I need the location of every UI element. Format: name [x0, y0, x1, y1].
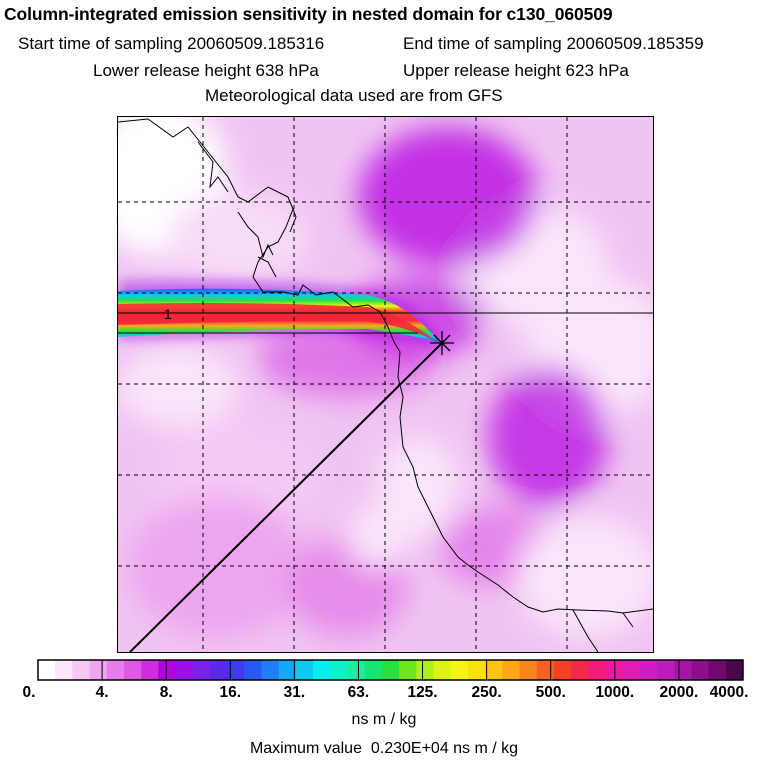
sensitivity-map: 1 [117, 116, 654, 653]
colorbar-swatch [691, 660, 710, 680]
plot-title: Column-integrated emission sensitivity i… [4, 4, 613, 24]
start-time-label: Start time of sampling 20060509.185316 [18, 34, 325, 53]
colorbar-tick-label: 250. [471, 684, 502, 701]
colorbar [37, 659, 744, 681]
colorbar-swatch [536, 660, 555, 680]
colorbar-swatch [38, 660, 56, 680]
colorbar-swatch [725, 660, 744, 680]
colorbar-swatch [399, 660, 417, 680]
reference-lines [118, 312, 653, 334]
colorbar-border [37, 659, 744, 681]
colorbar-swatch [588, 660, 606, 680]
colorbar-swatch [175, 660, 194, 680]
colorbar-swatch [674, 660, 692, 680]
colorbar-swatch [657, 660, 675, 680]
colorbar-swatch [502, 660, 520, 680]
colorbar-swatch [330, 660, 349, 680]
colorbar-swatch [450, 660, 469, 680]
colorbar-swatch [261, 660, 280, 680]
lower-release-label: Lower release height 638 hPa [93, 61, 319, 80]
colorbar-swatch [433, 660, 452, 680]
colorbar-swatch [381, 660, 400, 680]
met-data-label: Meteorological data used are from GFS [205, 86, 503, 105]
colorbar-tick-label: 500. [535, 684, 566, 701]
end-time-label: End time of sampling 20060509.185359 [403, 34, 704, 53]
map-canvas: 1 [118, 117, 653, 652]
colorbar-swatch [72, 660, 91, 680]
release-point-star-icon [430, 331, 454, 355]
colorbar-tick-label: 4000. [709, 684, 749, 701]
max-value-label: Maximum value 0.230E+04 ns m / kg [249, 740, 519, 757]
coastline [118, 118, 653, 652]
colorbar-swatch [571, 660, 589, 680]
colorbar-tick-label: 63. [347, 684, 370, 701]
colorbar-tick-label: 8. [159, 684, 173, 701]
colorbar-tick-label: 4. [95, 684, 109, 701]
colorbar-swatch [416, 660, 434, 680]
colorbar-swatch [639, 660, 658, 680]
colorbar-swatch [141, 660, 159, 680]
plume-label: 1 [164, 306, 172, 322]
colorbar-tick-label: 1000. [595, 684, 635, 701]
colorbar-swatch [605, 660, 624, 680]
graticule [118, 117, 653, 652]
colorbar-tick-label: 2000. [659, 684, 699, 701]
colorbar-swatch [485, 660, 503, 680]
colorbar-swatch [313, 660, 331, 680]
colorbar-tick-label: 16. [219, 684, 242, 701]
colorbar-swatch [192, 660, 211, 680]
colorbar-swatch [295, 660, 314, 680]
colorbar-swatch [89, 660, 108, 680]
upper-release-label: Upper release height 623 hPa [403, 61, 629, 80]
colorbar-tick-label: 0. [22, 684, 36, 701]
colorbar-swatch [106, 660, 125, 680]
flight-track [129, 342, 443, 652]
colorbar-swatch [347, 660, 366, 680]
colorbar-swatch [244, 660, 263, 680]
colorbar-swatch [209, 660, 228, 680]
colorbar-tick-label: 31. [283, 684, 306, 701]
unit-label: ns m / kg [351, 711, 417, 728]
colorbar-swatch [553, 660, 572, 680]
colorbar-swatch [227, 660, 245, 680]
colorbar-swatch [278, 660, 297, 680]
colorbar-swatch [519, 660, 538, 680]
colorbar-swatch [55, 660, 73, 680]
colorbar-swatch [622, 660, 641, 680]
colorbar-swatch [467, 660, 486, 680]
colorbar-swatch [158, 660, 177, 680]
colorbar-swatch [123, 660, 142, 680]
colorbar-swatch [364, 660, 383, 680]
colorbar-swatch [708, 660, 727, 680]
colorbar-tick-label: 125. [407, 684, 438, 701]
